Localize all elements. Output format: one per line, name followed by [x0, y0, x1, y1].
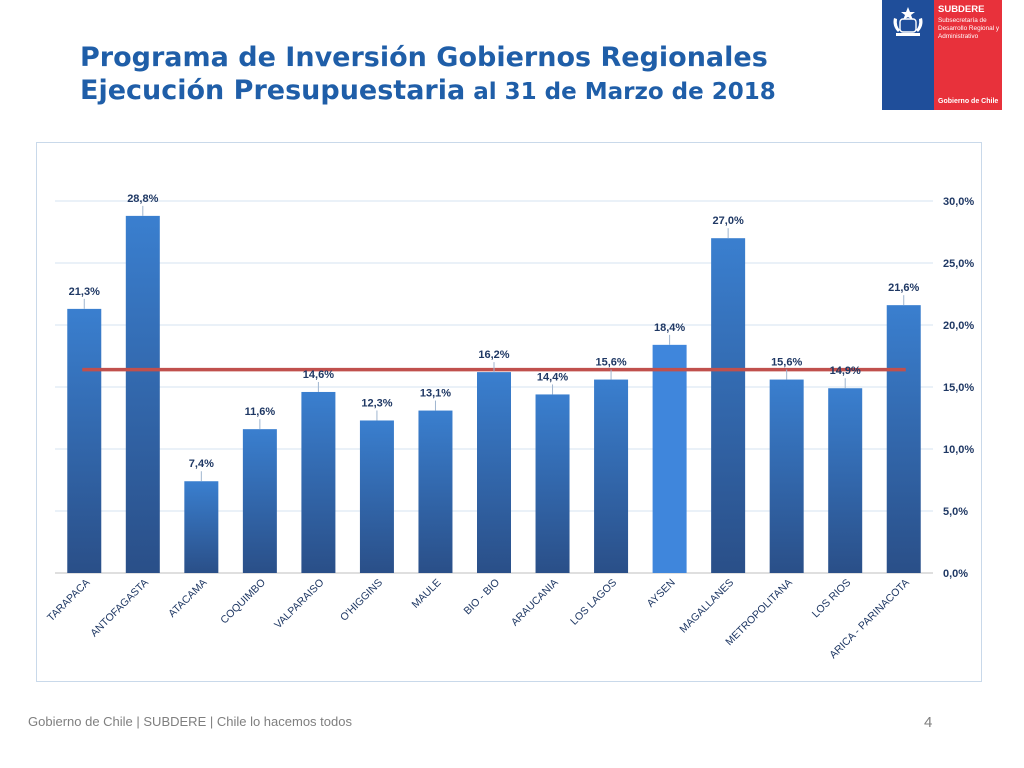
bar-atacama: [184, 481, 219, 573]
data-label: 15,6%: [771, 357, 802, 369]
bar-o-higgins: [359, 420, 394, 573]
x-category-label: O'HIGGINS: [338, 577, 385, 624]
x-category-label: BIO - BIO: [461, 577, 502, 618]
x-category-label: MAGALLANES: [677, 577, 736, 636]
logo-blue-panel: [882, 0, 934, 110]
budget-execution-bar-chart: 21,3% 28,8% 7,4% 11,6% 14,6% 12,3% 13,1% 16,2% 1…: [45, 193, 974, 661]
bar-coquimbo: [242, 429, 277, 573]
bar-tarapaca: [67, 308, 102, 573]
data-label: 11,6%: [245, 406, 276, 418]
bar-metropolitana: [769, 379, 804, 573]
page-number: 4: [924, 714, 933, 731]
title-line-1: Programa de Inversión Gobiernos Regional…: [80, 42, 768, 73]
x-category-label: ATACAMA: [166, 577, 209, 620]
data-label: 16,2%: [478, 349, 509, 361]
bar-araucania: [535, 394, 570, 573]
data-label: 14,9%: [830, 365, 861, 377]
chart-frame: 21,3% 28,8% 7,4% 11,6% 14,6% 12,3% 13,1% 16,2% 1…: [36, 142, 982, 682]
bar-valparaiso: [301, 391, 336, 573]
bar-arica-parinacota: [886, 305, 921, 573]
y-tick-label: 25,0%: [943, 258, 974, 270]
footer-text: Gobierno de Chile | SUBDERE | Chile lo h…: [28, 714, 352, 729]
data-label: 27,0%: [713, 215, 744, 227]
logo-government: Gobierno de Chile: [938, 98, 999, 105]
data-label: 12,3%: [361, 397, 392, 409]
bar-maule: [418, 410, 453, 573]
page-title: Programa de Inversión Gobiernos Regional…: [80, 42, 776, 108]
bar-los-lagos: [594, 379, 629, 573]
bar-antofagasta: [125, 215, 160, 573]
subdere-logo: SUBDERE Subsecretaría de Desarrollo Regi…: [882, 0, 1002, 110]
data-label: 15,6%: [595, 357, 626, 369]
bar-aysen: [652, 344, 687, 573]
title-line-2-date: al 31 de Marzo de 2018: [465, 78, 776, 105]
logo-subtitle: Subsecretaría de Desarrollo Regional y A…: [938, 17, 1000, 40]
x-category-label: MAULE: [410, 577, 444, 611]
bar-bio-bio: [477, 372, 511, 573]
y-tick-label: 0,0%: [943, 568, 968, 580]
y-tick-label: 15,0%: [943, 382, 974, 394]
bar-los-rios: [828, 388, 863, 573]
x-category-label: COQUIMBO: [218, 577, 268, 627]
x-category-label: LOS LAGOS: [568, 577, 619, 628]
x-category-label: TARAPACA: [45, 577, 92, 624]
data-label: 13,1%: [420, 388, 451, 400]
logo-org-name: SUBDERE: [938, 4, 985, 15]
logo-red-panel: SUBDERE Subsecretaría de Desarrollo Regi…: [934, 0, 1002, 110]
title-line-2: Ejecución Presupuestaria al 31 de Marzo …: [80, 75, 776, 108]
data-label: 21,6%: [888, 282, 919, 294]
data-label: 18,4%: [654, 322, 685, 334]
y-tick-label: 10,0%: [943, 444, 974, 456]
data-label: 28,8%: [127, 193, 158, 205]
x-category-label: VALPARAISO: [272, 577, 326, 631]
bar-magallanes: [711, 238, 746, 573]
x-category-label: ARAUCANIA: [509, 577, 561, 629]
y-tick-label: 5,0%: [943, 506, 968, 518]
x-category-label: LOS RIOS: [810, 577, 854, 621]
x-category-label: METROPOLITANA: [723, 577, 794, 648]
data-label: 21,3%: [69, 286, 100, 298]
y-tick-label: 30,0%: [943, 196, 974, 208]
y-tick-label: 20,0%: [943, 320, 974, 332]
data-label: 7,4%: [189, 458, 214, 470]
coat-of-arms-icon: [893, 7, 923, 36]
data-label: 14,6%: [303, 369, 334, 381]
x-category-label: ANTOFAGASTA: [88, 577, 151, 640]
data-label: 14,4%: [537, 371, 568, 383]
x-category-label: AYSEN: [645, 577, 678, 610]
title-line-2-bold: Ejecución Presupuestaria: [80, 74, 466, 106]
